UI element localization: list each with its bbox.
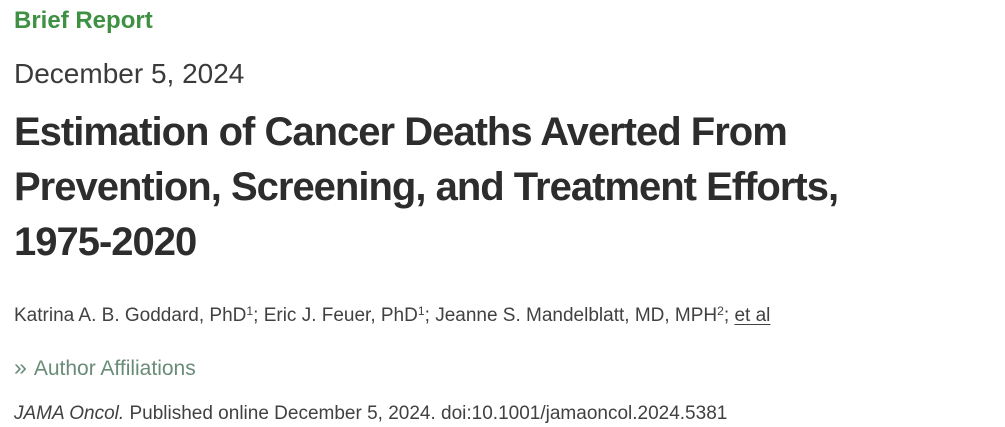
et-al-link[interactable]: et al (734, 304, 771, 326)
title-line-2: Prevention, Screening, and Treatment Eff… (14, 164, 839, 209)
authors-line: Katrina A. B. Goddard, PhD1; Eric J. Feu… (14, 304, 975, 329)
author-affiliations-label: Author Affiliations (33, 356, 196, 380)
author-separator: ; (723, 304, 735, 326)
article-title: Estimation of Cancer Deaths Averted From… (14, 105, 975, 270)
author-affiliations-link[interactable]: » Author Affiliations (14, 354, 196, 382)
author-superscript: 1 (246, 304, 254, 319)
publish-date: December 5, 2024 (14, 58, 245, 90)
author-superscript: 1 (417, 304, 425, 319)
author-name: Katrina A. B. Goddard, PhD (14, 304, 247, 326)
double-chevron-icon: » (14, 354, 27, 381)
author-separator: ; (253, 304, 264, 326)
author-name: Jeanne S. Mandelblatt, MD, MPH (435, 304, 718, 326)
citation-line: JAMA Oncol. Published online December 5,… (14, 402, 975, 426)
title-line-3: 1975-2020 (14, 219, 197, 264)
article-type-link[interactable]: Brief Report (14, 7, 153, 34)
author-superscript: 2 (717, 304, 724, 319)
author-name: Eric J. Feuer, PhD (263, 304, 418, 326)
citation-text: Published online December 5, 2024. doi:1… (124, 402, 728, 424)
author-separator: ; (424, 304, 436, 326)
journal-name: JAMA Oncol. (14, 402, 125, 424)
title-line-1: Estimation of Cancer Deaths Averted From (14, 109, 788, 154)
